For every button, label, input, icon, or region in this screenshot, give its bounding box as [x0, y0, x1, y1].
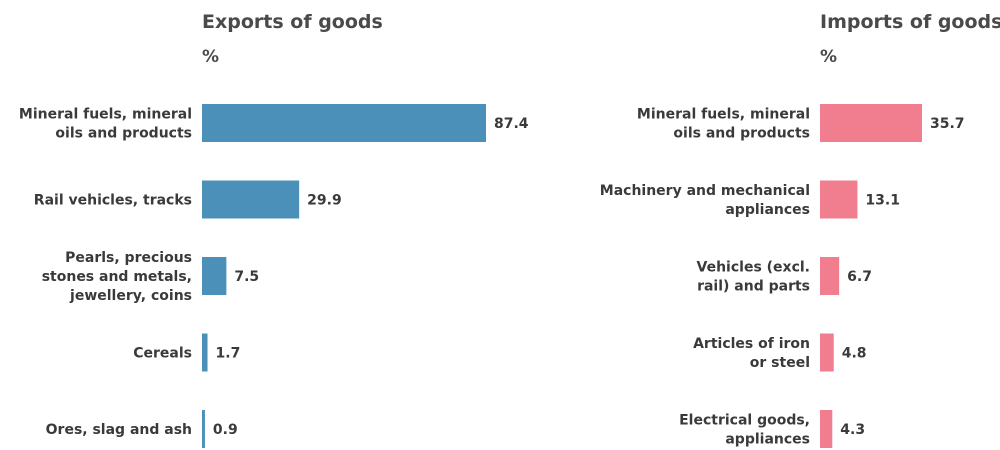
exports-value-label: 87.4 — [494, 116, 529, 132]
imports-panel: Imports of goods % 35.7 Mineral fuels, mi… — [600, 11, 1000, 448]
imports-value-label: 35.7 — [930, 116, 965, 132]
imports-bar — [820, 333, 834, 372]
imports-category-label: Vehicles (excl. rail) and parts — [697, 260, 810, 295]
exports-category-label: Ores, slag and ash — [46, 422, 192, 438]
imports-value-label: 6.7 — [847, 269, 872, 285]
exports-bar — [202, 333, 208, 372]
imports-category-line: Electrical goods, — [679, 413, 810, 429]
exports-bar — [202, 180, 300, 219]
imports-category-label: Electrical goods, appliances — [679, 413, 810, 448]
exports-category-line: oils and products — [55, 126, 192, 142]
exports-unit: % — [202, 47, 219, 67]
imports-bar — [820, 410, 833, 448]
imports-bar — [820, 180, 858, 219]
exports-category-line: Mineral fuels, mineral — [19, 107, 192, 123]
imports-category-label: Mineral fuels, mineral oils and products — [637, 107, 810, 142]
exports-value-label: 7.5 — [234, 269, 259, 285]
exports-bar — [202, 104, 486, 142]
imports-category-label: Machinery and mechanical appliances — [600, 183, 810, 218]
imports-category-label: Articles of iron or steel — [693, 336, 810, 371]
imports-value-label: 4.8 — [842, 346, 867, 362]
imports-category-line: Vehicles (excl. — [697, 260, 810, 276]
imports-category-line: Mineral fuels, mineral — [637, 107, 810, 123]
imports-category-line: oils and products — [673, 126, 810, 142]
imports-bar — [820, 104, 922, 142]
exports-value-label: 0.9 — [213, 422, 238, 438]
exports-category-line: Pearls, precious — [65, 250, 192, 266]
exports-value-label: 1.7 — [216, 346, 241, 362]
imports-title: Imports of goods — [820, 11, 1000, 33]
imports-category-line: rail) and parts — [697, 279, 810, 295]
imports-category-line: Machinery and mechanical — [600, 183, 810, 199]
exports-category-label: Rail vehicles, tracks — [34, 193, 192, 209]
exports-category-label: Pearls, precious stones and metals, jewell… — [42, 250, 192, 304]
imports-category-line: Articles of iron — [693, 336, 810, 352]
exports-category-label: Mineral fuels, mineral oils and products — [19, 107, 192, 142]
exports-category-line: jewellery, coins — [69, 288, 192, 304]
exports-bar — [202, 257, 227, 295]
imports-category-line: appliances — [725, 432, 810, 448]
imports-bars: 35.7 Mineral fuels, mineral oils and produ… — [600, 104, 965, 448]
exports-bars: 87.4 Mineral fuels, mineral oils and produ… — [19, 104, 529, 448]
exports-panel: Exports of goods % 87.4 Mineral fuels, mi… — [19, 11, 529, 448]
imports-value-label: 13.1 — [865, 193, 900, 209]
exports-value-label: 29.9 — [307, 193, 342, 209]
exports-title: Exports of goods — [202, 11, 383, 33]
exports-category-label: Cereals — [133, 346, 192, 362]
imports-value-label: 4.3 — [840, 422, 865, 438]
imports-category-line: or steel — [750, 355, 810, 371]
imports-unit: % — [820, 47, 837, 67]
exports-category-line: Cereals — [133, 346, 192, 362]
exports-category-line: stones and metals, — [42, 269, 192, 285]
imports-category-line: appliances — [725, 202, 810, 218]
exports-bar — [202, 410, 205, 448]
imports-bar — [820, 257, 840, 295]
exports-category-line: Rail vehicles, tracks — [34, 193, 192, 209]
exports-category-line: Ores, slag and ash — [46, 422, 192, 438]
